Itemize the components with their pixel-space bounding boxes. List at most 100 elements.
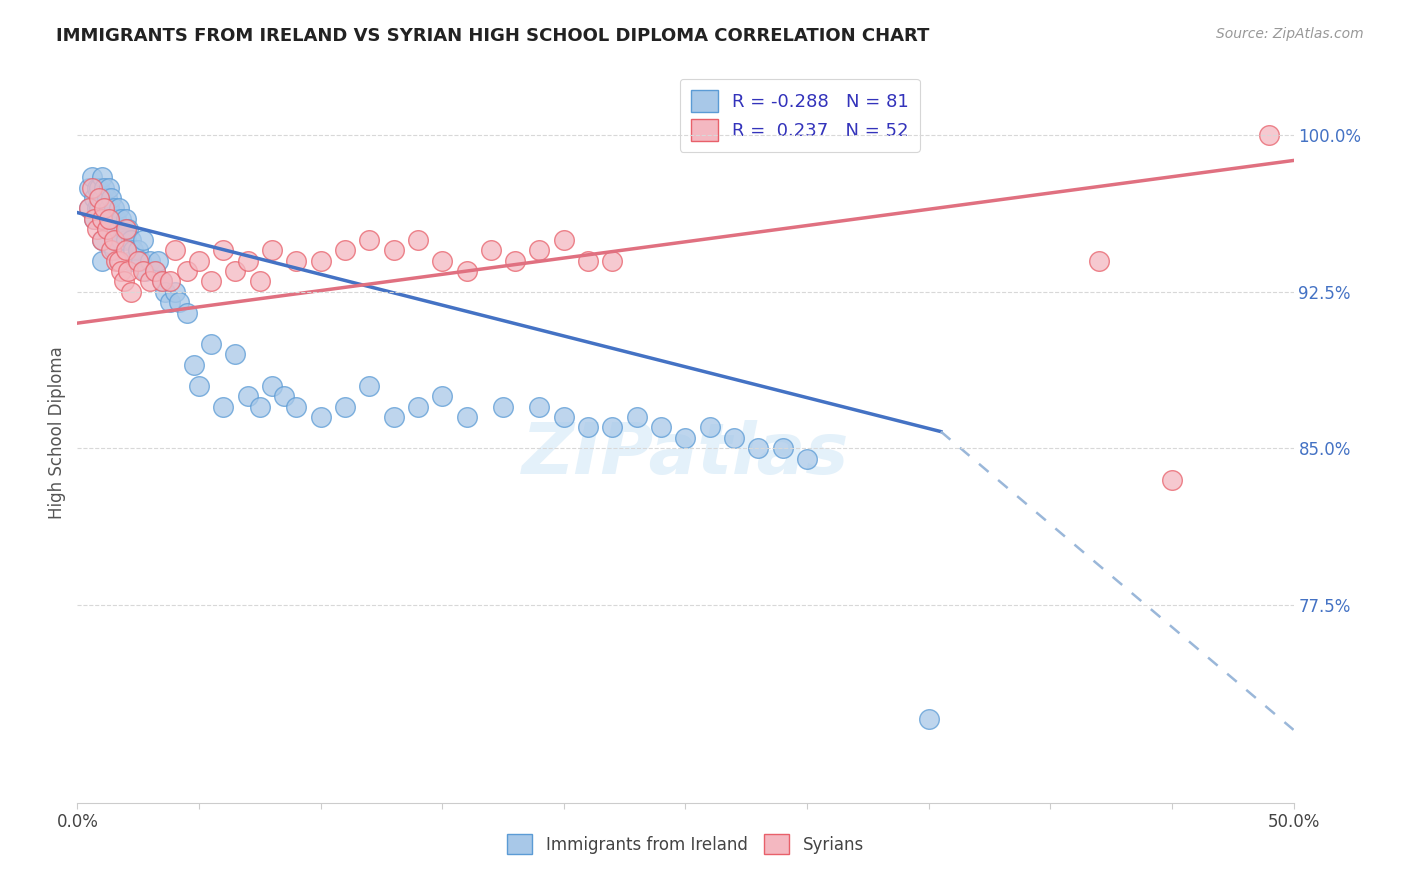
Point — [90, 191, 112, 205]
Text: IMMIGRANTS FROM IRELAND VS SYRIAN HIGH SCHOOL DIPLOMA CORRELATION CHART: IMMIGRANTS FROM IRELAND VS SYRIAN HIGH S… — [56, 27, 929, 45]
Point — [576, 420, 599, 434]
Point — [260, 243, 283, 257]
Point — [236, 253, 259, 268]
Point — [110, 264, 132, 278]
Point — [143, 264, 166, 278]
Point — [97, 202, 120, 216]
Point — [285, 253, 308, 268]
Point — [163, 243, 186, 257]
Point — [169, 295, 191, 310]
Point — [103, 243, 125, 257]
Point — [110, 211, 132, 226]
Point — [120, 285, 142, 299]
Point — [117, 264, 139, 278]
Point — [176, 306, 198, 320]
Point — [89, 202, 111, 216]
Point — [529, 400, 551, 414]
Point — [96, 222, 118, 236]
Point — [224, 347, 246, 361]
Point — [309, 253, 332, 268]
Point — [553, 409, 575, 424]
Point — [107, 202, 129, 216]
Point — [143, 264, 166, 278]
Point — [105, 211, 128, 226]
Point — [626, 409, 648, 424]
Point — [176, 264, 198, 278]
Point — [129, 253, 152, 268]
Point — [918, 712, 941, 726]
Point — [100, 222, 122, 236]
Point — [456, 264, 478, 278]
Point — [163, 285, 186, 299]
Point — [117, 222, 139, 236]
Point — [249, 274, 271, 288]
Point — [406, 400, 429, 414]
Point — [90, 170, 112, 185]
Point — [273, 389, 295, 403]
Point — [503, 253, 526, 268]
Point — [159, 295, 181, 310]
Point — [432, 253, 454, 268]
Point — [80, 180, 103, 194]
Legend: Immigrants from Ireland, Syrians: Immigrants from Ireland, Syrians — [501, 828, 870, 861]
Point — [699, 420, 721, 434]
Point — [115, 222, 138, 236]
Point — [86, 180, 108, 194]
Point — [105, 233, 128, 247]
Point — [103, 233, 125, 247]
Point — [100, 243, 122, 257]
Point — [359, 233, 381, 247]
Point — [103, 222, 125, 236]
Point — [200, 337, 222, 351]
Text: Source: ZipAtlas.com: Source: ZipAtlas.com — [1216, 27, 1364, 41]
Point — [110, 233, 132, 247]
Point — [112, 222, 135, 236]
Point — [1088, 253, 1111, 268]
Point — [333, 243, 356, 257]
Point — [139, 274, 162, 288]
Point — [382, 243, 405, 257]
Point — [479, 243, 502, 257]
Point — [602, 253, 624, 268]
Point — [333, 400, 356, 414]
Point — [146, 253, 169, 268]
Point — [97, 180, 120, 194]
Point — [127, 243, 149, 257]
Point — [650, 420, 672, 434]
Text: ZIPatlas: ZIPatlas — [522, 420, 849, 490]
Point — [86, 222, 108, 236]
Point — [152, 274, 174, 288]
Point — [1161, 473, 1184, 487]
Point — [90, 233, 112, 247]
Point — [249, 400, 271, 414]
Point — [723, 431, 745, 445]
Point — [79, 202, 101, 216]
Point — [86, 202, 108, 216]
Point — [79, 180, 101, 194]
Point — [359, 378, 381, 392]
Point — [134, 264, 156, 278]
Point — [796, 451, 818, 466]
Point — [97, 211, 120, 226]
Point — [602, 420, 624, 434]
Point — [127, 253, 149, 268]
Point — [132, 233, 155, 247]
Point — [183, 358, 205, 372]
Point — [188, 253, 211, 268]
Point — [93, 202, 115, 216]
Point — [224, 264, 246, 278]
Point — [107, 253, 129, 268]
Point — [675, 431, 697, 445]
Point — [80, 170, 103, 185]
Point — [83, 211, 105, 226]
Point — [285, 400, 308, 414]
Point — [79, 202, 101, 216]
Point — [96, 211, 118, 226]
Point — [132, 264, 155, 278]
Point — [100, 191, 122, 205]
Point — [236, 389, 259, 403]
Point — [529, 243, 551, 257]
Point — [1258, 128, 1281, 143]
Y-axis label: High School Diploma: High School Diploma — [48, 346, 66, 519]
Point — [83, 211, 105, 226]
